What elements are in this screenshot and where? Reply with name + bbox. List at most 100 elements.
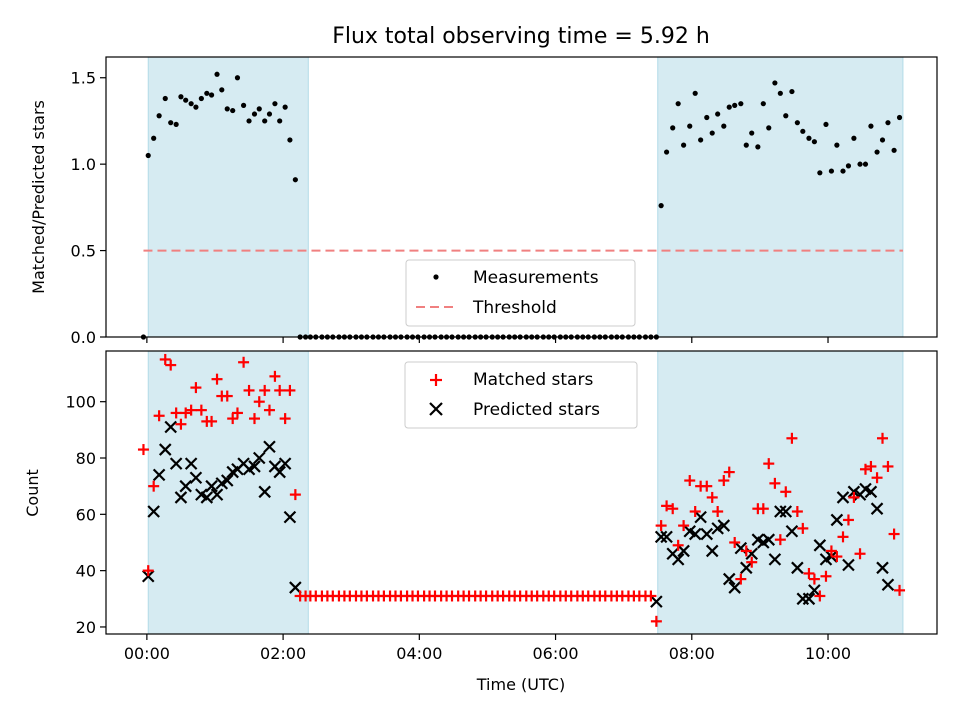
measurement-point [891,147,897,153]
matched-point [706,491,718,503]
predicted-point [677,544,690,558]
predicted-point [283,510,297,524]
matched-point [175,418,187,430]
measurement-point [823,121,829,128]
matched-point [740,545,752,557]
measurement-point [204,90,210,96]
measurement-point [732,102,738,108]
measurement-point [214,71,220,77]
bottom-xtick-label: 04:00 [396,644,442,663]
predicted-point [141,569,155,583]
predicted-point [881,578,895,591]
measurement-point [251,111,258,117]
measurement-point [219,87,225,93]
bottom-ytick-label: 20 [76,618,96,637]
measurement-point [282,104,288,110]
predicted-point [289,581,302,594]
matched-point [655,520,667,532]
matched-point [645,590,657,602]
measurement-point [783,113,789,119]
measurement-point [772,80,778,86]
measurement-point [663,149,670,155]
top-ytick-label: 0.5 [71,242,96,261]
predicted-point [813,539,827,552]
measurement-point [789,88,795,95]
matched-point [854,548,866,560]
measurement-point [862,161,869,167]
predicted-point [768,553,782,566]
matched-point [808,573,820,585]
matched-point [786,432,798,444]
measurement-point [857,161,863,167]
predicted-point [174,491,188,504]
measurement-point [145,152,151,159]
measurement-point [709,130,715,136]
measurement-point [272,101,278,107]
measurement-point [224,106,230,112]
legend-predicted-marker [429,402,443,416]
measurement-point [198,95,204,102]
predicted-point [870,502,884,515]
measurement-point [698,137,704,143]
predicted-point [717,519,731,532]
predicted-point [842,558,855,572]
measurement-point [721,123,727,129]
matched-point [769,477,781,489]
matched-point [165,359,177,371]
matched-point [248,413,260,425]
predicted-point [278,457,292,470]
measurement-point [851,135,857,141]
measurement-point [173,121,179,128]
measurement-point [817,170,823,176]
predicted-point [164,420,177,434]
matched-point [797,522,809,534]
matched-point [882,460,894,472]
measurement-point [755,144,761,150]
matched-point [185,404,197,416]
x-axis-label: Time (UTC) [476,675,565,694]
measurement-point [777,90,783,96]
matched-point [871,472,883,484]
matched-point [848,491,860,503]
matched-point [820,570,832,582]
measurement-point [879,137,886,143]
matched-point [661,500,673,512]
matched-point [142,565,154,577]
measurement-point [874,149,880,155]
measurement-point [168,120,174,126]
legend-measurements-label: Measurements [473,268,599,288]
measurement-point [760,101,766,107]
top-y-ticks: 0.0 0.5 1.0 1.5 [71,69,106,347]
measurement-point [811,139,817,145]
top-shade-0 [147,56,309,338]
predicted-point [205,479,218,493]
predicted-point [802,592,816,606]
measurement-point [178,94,184,100]
top-x-ticks [146,337,829,343]
legend-threshold-label: Threshold [472,298,557,318]
matched-point [729,536,741,548]
top-ytick-label: 0.0 [71,328,96,347]
measurement-point [246,118,252,124]
measurement-point [208,92,215,98]
matched-point [206,415,218,427]
measurement-point [151,135,157,141]
predicted-point [263,440,276,454]
top-panel: 0.0 0.5 1.0 1.5 Matched/Predicted stars Mea… [29,56,938,347]
measurement-point [240,102,247,108]
top-y-axis-label: Matched/Predicted stars [29,100,48,294]
predicted-point [688,527,702,541]
matched-point [774,534,786,546]
measurement-point [287,137,293,143]
measurement-point [794,120,800,126]
bottom-y-ticks: 20 40 60 80 100 [65,393,106,637]
predicted-point [791,561,804,575]
top-ytick-label: 1.0 [71,155,96,174]
predicted-point [762,533,776,546]
matched-point [253,396,265,408]
measurement-point [262,118,268,124]
measurement-point [726,104,732,110]
measurement-point [681,142,687,148]
matched-point [837,531,849,543]
bottom-xtick-label: 00:00 [124,644,170,663]
